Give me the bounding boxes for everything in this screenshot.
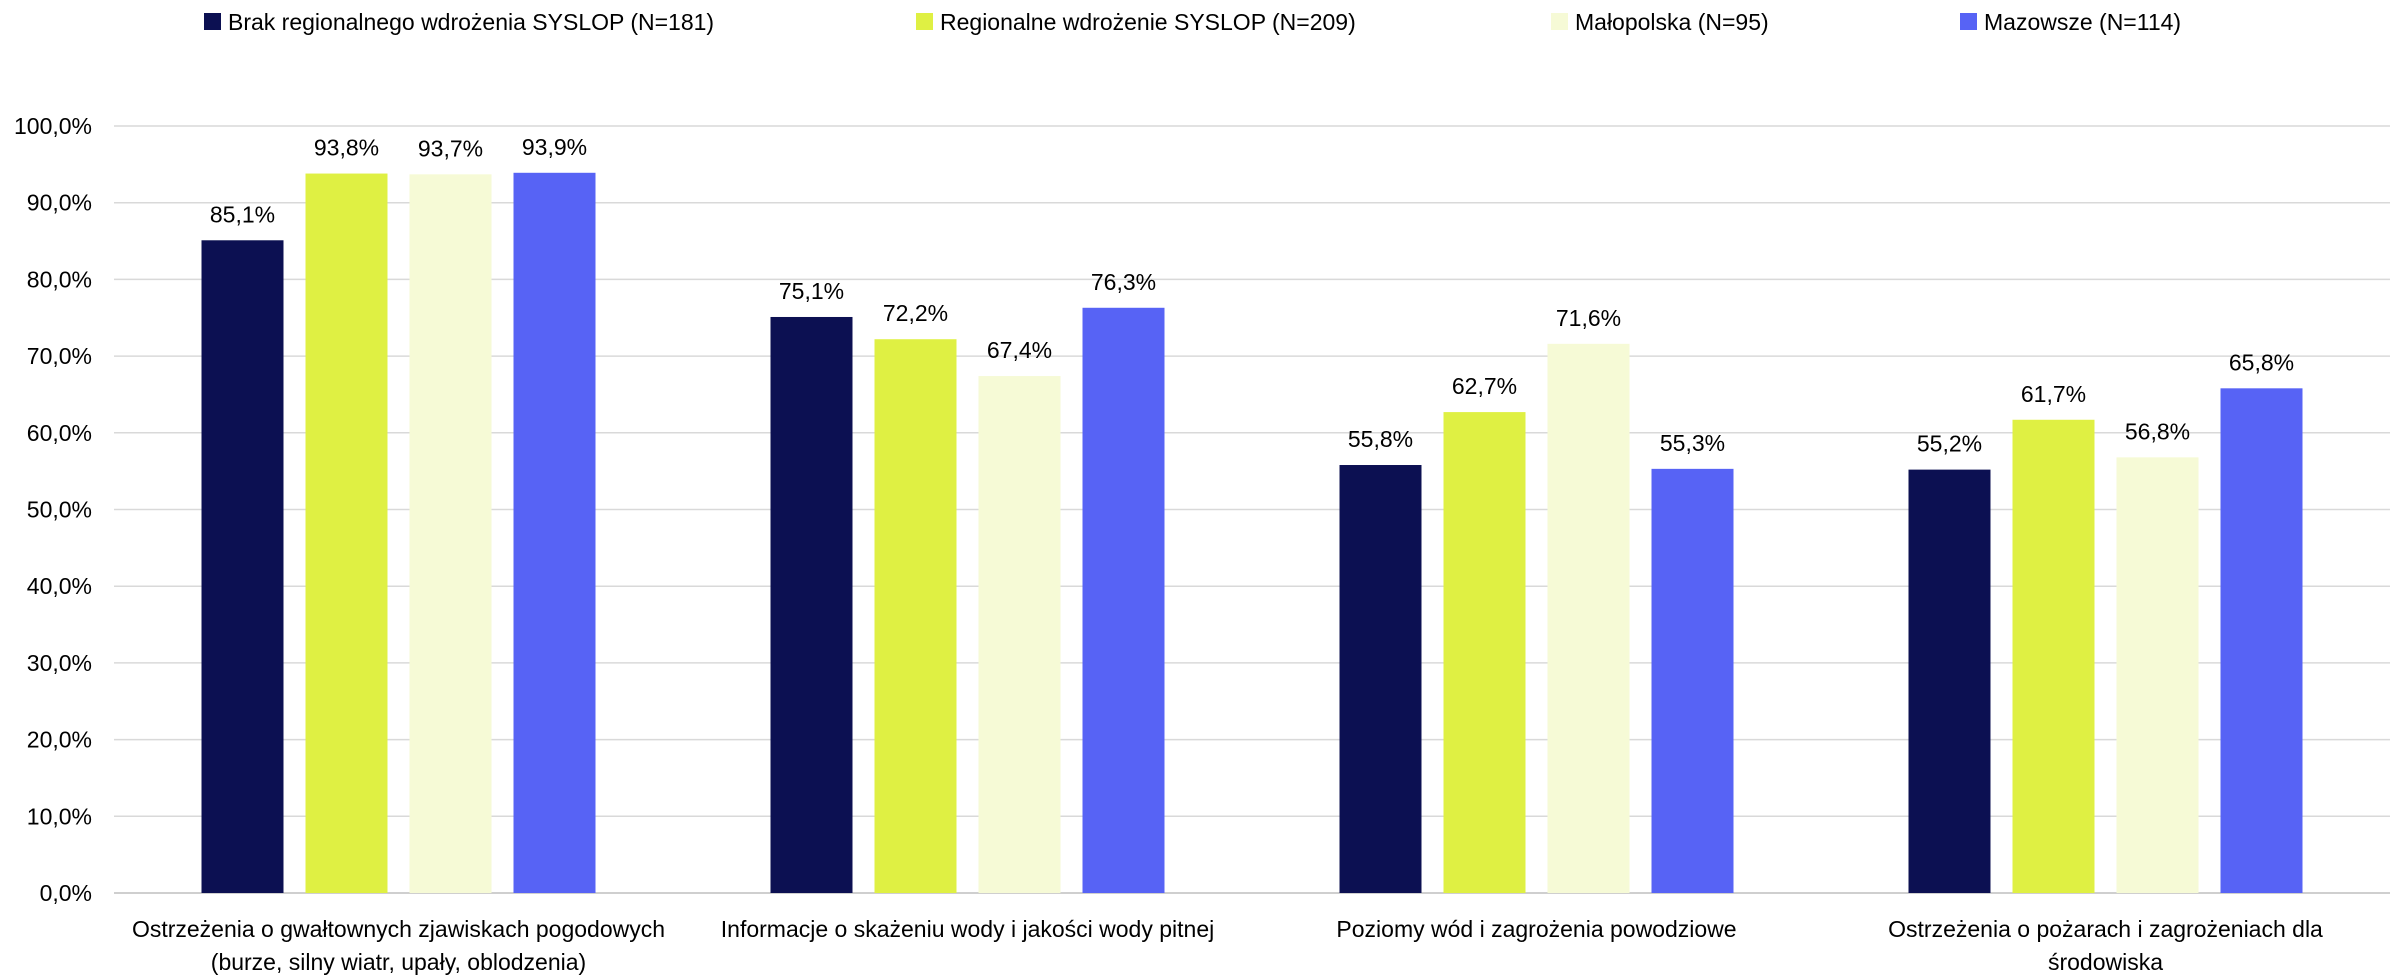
data-label: 71,6% bbox=[1556, 305, 1621, 331]
data-label: 75,1% bbox=[779, 278, 844, 304]
x-category-label: (burze, silny wiatr, upały, oblodzenia) bbox=[211, 949, 586, 975]
y-tick-label: 20,0% bbox=[27, 727, 92, 753]
data-label: 55,3% bbox=[1660, 430, 1725, 456]
data-label: 62,7% bbox=[1452, 373, 1517, 399]
data-label: 65,8% bbox=[2229, 349, 2294, 375]
y-tick-label: 10,0% bbox=[27, 803, 92, 829]
legend-swatch bbox=[1551, 13, 1568, 30]
y-tick-label: 40,0% bbox=[27, 573, 92, 599]
x-category-label: środowiska bbox=[2048, 949, 2163, 975]
data-label: 76,3% bbox=[1091, 269, 1156, 295]
bar bbox=[770, 316, 853, 893]
legend-label: Mazowsze (N=114) bbox=[1984, 9, 2181, 35]
bar bbox=[2012, 419, 2095, 893]
bar bbox=[1651, 468, 1734, 893]
legend-swatch bbox=[204, 13, 221, 30]
data-label: 85,1% bbox=[210, 201, 275, 227]
bar bbox=[2220, 388, 2303, 893]
data-label: 56,8% bbox=[2125, 418, 2190, 444]
bar bbox=[409, 174, 492, 894]
bar bbox=[1443, 412, 1526, 893]
data-label: 67,4% bbox=[987, 337, 1052, 363]
legend-label: Brak regionalnego wdrożenia SYSLOP (N=18… bbox=[228, 9, 714, 35]
y-tick-label: 90,0% bbox=[27, 190, 92, 216]
x-category-label: Informacje o skażeniu wody i jakości wod… bbox=[721, 916, 1214, 942]
legend-swatch bbox=[1960, 13, 1977, 30]
y-tick-label: 50,0% bbox=[27, 497, 92, 523]
bar bbox=[201, 240, 284, 893]
y-tick-label: 70,0% bbox=[27, 343, 92, 369]
x-category-label: Ostrzeżenia o pożarach i zagrożeniach dl… bbox=[1888, 916, 2323, 942]
data-label: 61,7% bbox=[2021, 381, 2086, 407]
data-label: 93,7% bbox=[418, 135, 483, 161]
x-category-label: Ostrzeżenia o gwałtownych zjawiskach pog… bbox=[132, 916, 665, 942]
bar bbox=[305, 173, 388, 893]
y-tick-label: 30,0% bbox=[27, 650, 92, 676]
data-label: 72,2% bbox=[883, 300, 948, 326]
bar bbox=[874, 339, 957, 893]
bar bbox=[1547, 343, 1630, 893]
data-label: 55,8% bbox=[1348, 426, 1413, 452]
legend-swatch bbox=[916, 13, 933, 30]
bar bbox=[2116, 457, 2199, 893]
y-tick-label: 80,0% bbox=[27, 266, 92, 292]
x-category-label: Poziomy wód i zagrożenia powodziowe bbox=[1336, 916, 1736, 942]
y-tick-label: 60,0% bbox=[27, 420, 92, 446]
legend-label: Regionalne wdrożenie SYSLOP (N=209) bbox=[940, 9, 1356, 35]
data-label: 93,9% bbox=[522, 134, 587, 160]
data-label: 55,2% bbox=[1917, 431, 1982, 457]
bar bbox=[513, 172, 596, 894]
bar bbox=[1082, 307, 1165, 893]
y-tick-label: 100,0% bbox=[14, 113, 92, 139]
y-tick-label: 0,0% bbox=[40, 880, 92, 906]
bar bbox=[1339, 465, 1422, 893]
bar bbox=[1908, 469, 1991, 893]
legend-label: Małopolska (N=95) bbox=[1575, 9, 1769, 35]
data-label: 93,8% bbox=[314, 135, 379, 161]
bar bbox=[978, 376, 1061, 893]
